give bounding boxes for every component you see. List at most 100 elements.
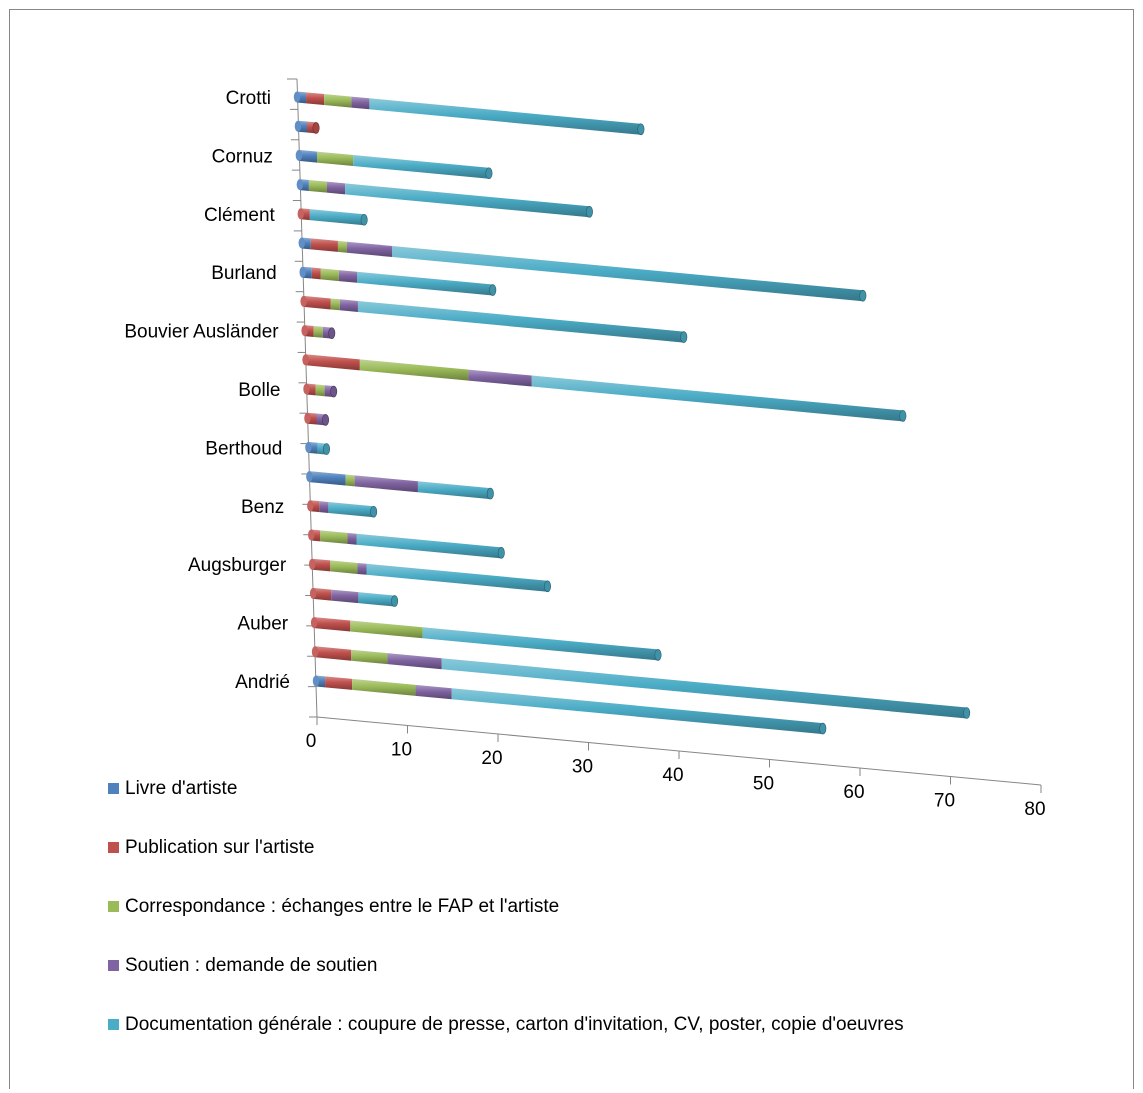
bar-segment xyxy=(330,298,340,311)
bar-segment xyxy=(347,532,357,545)
bar-segment xyxy=(369,98,641,135)
bar-segment xyxy=(366,563,548,592)
bar-segment xyxy=(356,533,502,559)
bar-segment xyxy=(306,92,325,106)
bar-start-cap xyxy=(298,237,305,249)
category-label: Burland xyxy=(211,263,277,284)
category-label: Crotti xyxy=(226,88,271,109)
bar-segment xyxy=(331,589,359,604)
bar-end-cap xyxy=(489,284,497,296)
bar-start-cap xyxy=(303,383,310,395)
bar-start-cap xyxy=(307,500,314,512)
bar-segment xyxy=(313,587,332,601)
bar-segment xyxy=(338,270,357,283)
bar-segment xyxy=(353,155,489,179)
legend-label: Documentation générale : coupure de pres… xyxy=(125,1014,904,1035)
category-label: Auber xyxy=(237,614,288,635)
bar-start-cap xyxy=(306,471,313,483)
chart-frame: 0 10 20 30 40 50 60 70 80 Crotti Cornuz Clément Burl… xyxy=(9,9,1134,1089)
legend-swatch xyxy=(108,960,119,971)
bar-segment xyxy=(328,502,374,518)
bar-segment xyxy=(357,301,684,343)
x-tick-label: 60 xyxy=(843,782,864,803)
bar-segment xyxy=(337,240,347,253)
bar-end-cap xyxy=(819,722,827,735)
bar-end-cap xyxy=(963,707,971,719)
bar-segment xyxy=(351,96,370,110)
bar-end-cap xyxy=(585,206,593,218)
bar-end-cap xyxy=(543,580,551,593)
bar-segment xyxy=(358,592,395,607)
bar-start-cap xyxy=(308,529,315,541)
category-label: Bouvier Ausländer xyxy=(124,322,279,343)
x-tick-label: 0 xyxy=(306,731,317,752)
category-label: Augsburger xyxy=(188,555,287,576)
legend-label: Publication sur l'artiste xyxy=(125,837,315,858)
bar-segment xyxy=(309,209,365,226)
legend-item: Publication sur l'artiste xyxy=(108,834,908,861)
bar-segment xyxy=(441,658,967,719)
category-label: Benz xyxy=(241,497,284,518)
bar-segment xyxy=(422,627,658,661)
bar-segment xyxy=(451,688,823,735)
chart-plot: 0 10 20 30 40 50 60 70 80 Crotti Cornuz Clément Burl… xyxy=(124,78,1046,820)
bar-segment xyxy=(319,501,329,513)
bar-segment xyxy=(354,475,418,493)
bar-segment xyxy=(305,354,360,371)
bar-end-cap xyxy=(497,547,505,559)
bar-start-cap xyxy=(304,412,311,424)
bar-end-cap xyxy=(322,443,330,455)
x-tick-label: 10 xyxy=(391,740,412,761)
bar-segment xyxy=(317,151,354,166)
bar-segment xyxy=(531,375,903,422)
bar-segment xyxy=(347,241,393,257)
bar-segment xyxy=(315,384,325,397)
bar-segment xyxy=(330,560,358,574)
legend-label: Soutien : demande de soutien xyxy=(125,955,378,976)
bar-start-cap xyxy=(299,266,306,278)
bar-segment xyxy=(350,620,423,639)
bar-segment xyxy=(387,653,442,670)
legend-item: Documentation générale : coupure de pres… xyxy=(108,1011,908,1038)
bar-segment xyxy=(339,299,358,312)
bar-start-cap xyxy=(294,120,302,132)
bar-segment xyxy=(345,183,590,218)
bar-segment xyxy=(320,268,339,282)
bar-end-cap xyxy=(330,385,338,398)
legend-item: Soutien : demande de soutien xyxy=(108,952,908,979)
legend-label: Livre d'artiste xyxy=(125,778,238,799)
bar-segment xyxy=(357,271,493,296)
bar-start-cap xyxy=(311,646,319,658)
bar-start-cap xyxy=(296,179,304,191)
bar-segment xyxy=(468,369,532,387)
category-label: Cornuz xyxy=(212,146,273,167)
x-tick-label: 40 xyxy=(662,765,683,786)
x-tick-label: 70 xyxy=(934,791,955,812)
bar-end-cap xyxy=(328,327,336,339)
bar-end-cap xyxy=(312,122,320,134)
bar-segment xyxy=(309,471,346,486)
bar-segment xyxy=(315,646,352,661)
x-tick-label: 50 xyxy=(753,774,774,795)
bar-segment xyxy=(311,267,321,280)
bar-end-cap xyxy=(859,289,867,302)
bar-segment xyxy=(324,94,352,108)
x-tick-label: 20 xyxy=(481,748,502,769)
bar-end-cap xyxy=(899,410,907,422)
bar-segment xyxy=(325,676,353,690)
legend-item: Correspondance : échanges entre le FAP e… xyxy=(108,893,908,920)
bar-end-cap xyxy=(370,505,378,518)
bar-start-cap xyxy=(305,441,312,453)
bar-start-cap xyxy=(293,91,301,103)
bar-end-cap xyxy=(485,167,493,180)
bar-segment xyxy=(303,295,331,310)
bar-segment xyxy=(313,325,323,338)
x-tick-label: 80 xyxy=(1024,799,1045,820)
bar-segment xyxy=(359,359,469,381)
bar-end-cap xyxy=(637,123,645,136)
bar-end-cap xyxy=(322,414,330,426)
bar-start-cap xyxy=(301,325,308,337)
bar-segment xyxy=(308,179,327,193)
bar-start-cap xyxy=(309,587,317,599)
bar-end-cap xyxy=(360,213,368,226)
